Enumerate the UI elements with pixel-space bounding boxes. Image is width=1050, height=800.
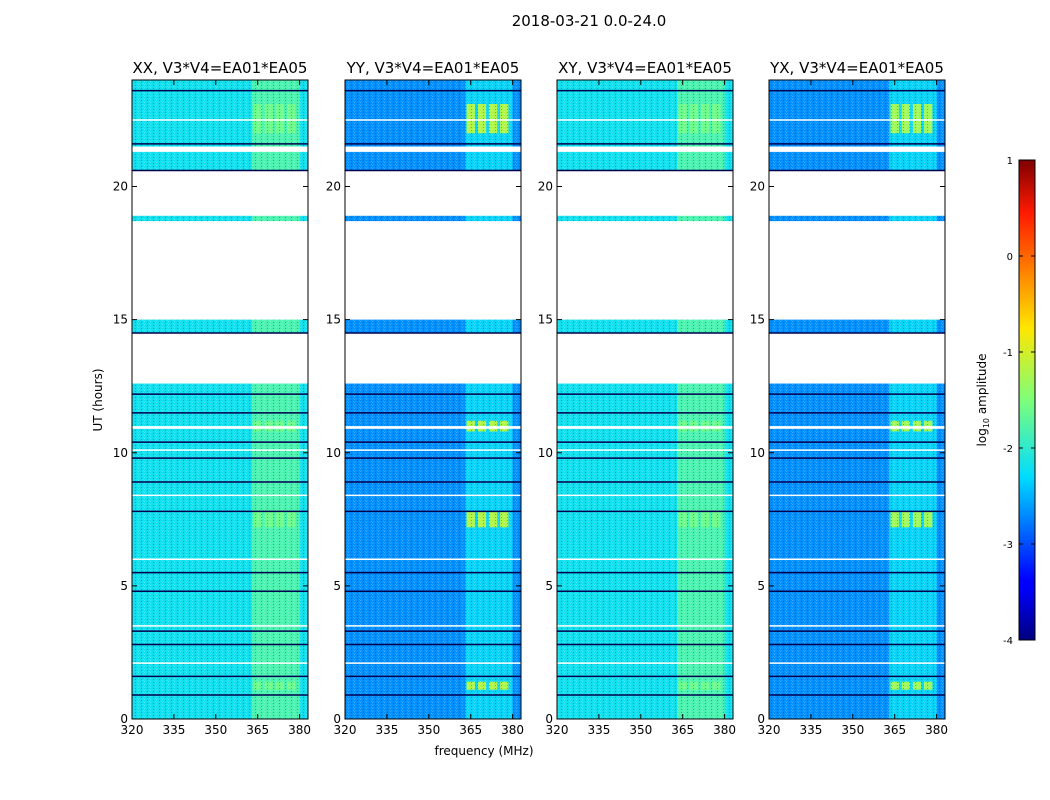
- y-tick-label: 15: [326, 313, 341, 327]
- y-tick-label: 20: [538, 180, 553, 194]
- flagged-gap: [769, 426, 945, 429]
- flagged-gap: [132, 332, 308, 384]
- y-tick-label: 20: [326, 180, 341, 194]
- y-tick-label: 15: [113, 313, 128, 327]
- colorbar-tick-label: -4: [1003, 636, 1013, 647]
- colorbar-tick-label: -3: [1003, 540, 1013, 551]
- figure-title: 2018-03-21 0.0-24.0: [512, 12, 667, 30]
- flagged-gap: [769, 170, 945, 216]
- x-tick-label: 350: [417, 723, 440, 737]
- x-tick-label: 350: [204, 723, 227, 737]
- colorbar-tick-label: -2: [1003, 444, 1013, 455]
- flagged-gap: [345, 146, 521, 152]
- panel-title: YY, V3*V4=EA01*EA05: [346, 59, 520, 77]
- x-axis-label: frequency (MHz): [434, 744, 533, 758]
- flagged-gap: [345, 221, 521, 320]
- x-tick-label: 350: [841, 723, 864, 737]
- y-tick-label: 0: [333, 712, 341, 726]
- x-tick-label: 380: [925, 723, 948, 737]
- colorbar-label: log10 amplitude: [975, 354, 991, 447]
- x-tick-label: 320: [121, 723, 144, 737]
- flagged-gap: [132, 221, 308, 320]
- flagged-gap: [557, 221, 733, 320]
- y-tick-label: 15: [538, 313, 553, 327]
- x-tick-label: 380: [288, 723, 311, 737]
- panel-yy: YY, V3*V4=EA01*EA05 320 335 350 365 380 0 5 10 15…: [326, 59, 524, 737]
- y-tick-label: 0: [757, 712, 765, 726]
- x-tick-label: 320: [758, 723, 781, 737]
- flagged-gap: [769, 332, 945, 384]
- panel-frame: [768, 79, 946, 720]
- panel-frame: [131, 79, 309, 720]
- y-tick-label: 5: [545, 579, 553, 593]
- flagged-gap: [557, 426, 733, 429]
- colorbar-label-subscript: 10: [982, 418, 991, 428]
- x-tick-label: 335: [375, 723, 398, 737]
- panel-title: XY, V3*V4=EA01*EA05: [558, 59, 732, 77]
- flagged-gap: [769, 146, 945, 152]
- panel-frame: [344, 79, 522, 720]
- colorbar-tick-label: -1: [1003, 348, 1013, 359]
- y-tick-label: 10: [326, 446, 341, 460]
- x-tick-label: 365: [459, 723, 482, 737]
- panel-title: YX, V3*V4=EA01*EA05: [769, 59, 944, 77]
- y-tick-label: 5: [757, 579, 765, 593]
- flagged-gap: [557, 170, 733, 216]
- y-tick-label: 10: [750, 446, 765, 460]
- y-tick-label: 5: [120, 579, 128, 593]
- flagged-gap: [132, 146, 308, 152]
- flagged-gap: [345, 426, 521, 429]
- x-tick-label: 335: [587, 723, 610, 737]
- y-axis-label: UT (hours): [91, 368, 105, 431]
- y-tick-label: 0: [120, 712, 128, 726]
- colorbar-gradient: [1018, 159, 1036, 641]
- flagged-gap: [345, 332, 521, 384]
- y-tick-label: 10: [538, 446, 553, 460]
- flagged-gap: [345, 170, 521, 216]
- x-tick-label: 320: [334, 723, 357, 737]
- colorbar: 10-1-2-3-4 log10 amplitude: [975, 156, 1036, 647]
- colorbar-tick-label: 1: [1007, 156, 1013, 167]
- y-tick-label: 20: [113, 180, 128, 194]
- flagged-gap: [557, 146, 733, 152]
- colorbar-tick-label: 0: [1007, 252, 1013, 263]
- flagged-gap: [132, 426, 308, 429]
- flagged-gap: [557, 332, 733, 384]
- x-tick-label: 380: [501, 723, 524, 737]
- y-tick-label: 20: [750, 180, 765, 194]
- panel-xy: XY, V3*V4=EA01*EA05 320 335 350 365 380 0 5 10 15…: [538, 59, 736, 737]
- panel-xx: XX, V3*V4=EA01*EA05 320 335 350 365 380 0 5 10 15…: [113, 59, 311, 737]
- x-tick-label: 320: [546, 723, 569, 737]
- panel-yx: YX, V3*V4=EA01*EA05 320 335 350 365 380 0 5 10 15…: [750, 59, 948, 737]
- y-tick-label: 10: [113, 446, 128, 460]
- panel-title: XX, V3*V4=EA01*EA05: [133, 59, 308, 77]
- flagged-gap: [769, 221, 945, 320]
- x-tick-label: 335: [162, 723, 185, 737]
- x-tick-label: 335: [799, 723, 822, 737]
- flagged-gap: [132, 170, 308, 216]
- x-tick-label: 365: [883, 723, 906, 737]
- panel-frame: [556, 79, 734, 720]
- x-tick-label: 380: [713, 723, 736, 737]
- x-tick-label: 350: [629, 723, 652, 737]
- x-tick-label: 365: [671, 723, 694, 737]
- y-tick-label: 5: [333, 579, 341, 593]
- y-tick-label: 0: [545, 712, 553, 726]
- y-tick-label: 15: [750, 313, 765, 327]
- x-tick-label: 365: [246, 723, 269, 737]
